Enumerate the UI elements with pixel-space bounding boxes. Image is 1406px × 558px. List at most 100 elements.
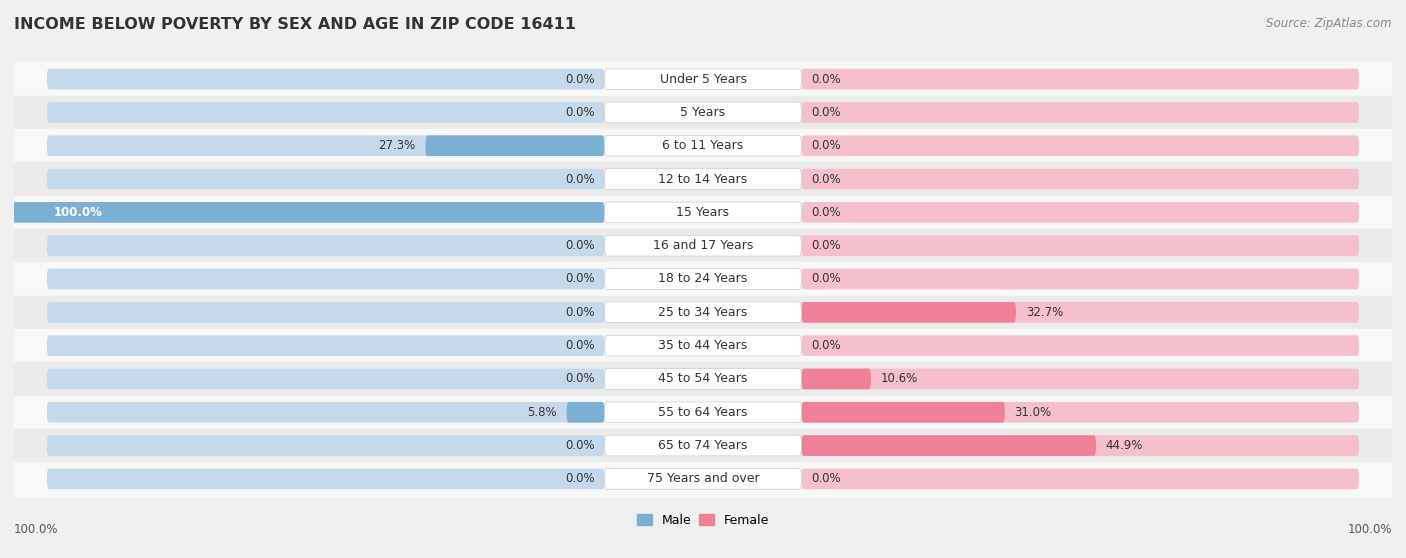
FancyBboxPatch shape xyxy=(605,369,801,389)
Text: 65 to 74 Years: 65 to 74 Years xyxy=(658,439,748,452)
FancyBboxPatch shape xyxy=(801,335,1360,356)
Text: 0.0%: 0.0% xyxy=(565,172,595,186)
Text: 75 Years and over: 75 Years and over xyxy=(647,473,759,485)
Text: 100.0%: 100.0% xyxy=(14,523,59,536)
FancyBboxPatch shape xyxy=(605,335,801,356)
Bar xyxy=(14,196,1392,229)
FancyBboxPatch shape xyxy=(46,402,605,422)
Bar xyxy=(14,96,1392,129)
Bar xyxy=(14,229,1392,262)
Text: 0.0%: 0.0% xyxy=(811,206,841,219)
FancyBboxPatch shape xyxy=(46,136,605,156)
Bar xyxy=(14,129,1392,162)
Bar xyxy=(14,62,1392,96)
Text: 31.0%: 31.0% xyxy=(1015,406,1052,418)
Text: 0.0%: 0.0% xyxy=(565,73,595,85)
FancyBboxPatch shape xyxy=(605,235,801,256)
Text: 0.0%: 0.0% xyxy=(811,172,841,186)
Text: Source: ZipAtlas.com: Source: ZipAtlas.com xyxy=(1267,17,1392,30)
Text: 0.0%: 0.0% xyxy=(565,372,595,386)
Text: 0.0%: 0.0% xyxy=(811,272,841,286)
FancyBboxPatch shape xyxy=(46,369,605,389)
Text: 0.0%: 0.0% xyxy=(811,73,841,85)
Text: 44.9%: 44.9% xyxy=(1107,439,1143,452)
FancyBboxPatch shape xyxy=(801,268,1360,290)
Bar xyxy=(14,296,1392,329)
FancyBboxPatch shape xyxy=(801,235,1360,256)
FancyBboxPatch shape xyxy=(605,268,801,290)
FancyBboxPatch shape xyxy=(567,402,605,422)
Bar xyxy=(14,362,1392,396)
Text: 5.8%: 5.8% xyxy=(527,406,557,418)
FancyBboxPatch shape xyxy=(801,302,1017,323)
FancyBboxPatch shape xyxy=(801,369,1360,389)
Text: 0.0%: 0.0% xyxy=(811,140,841,152)
FancyBboxPatch shape xyxy=(46,69,605,89)
Text: 27.3%: 27.3% xyxy=(378,140,416,152)
Text: 55 to 64 Years: 55 to 64 Years xyxy=(658,406,748,418)
Text: 100.0%: 100.0% xyxy=(53,206,103,219)
Text: 100.0%: 100.0% xyxy=(1347,523,1392,536)
Text: 32.7%: 32.7% xyxy=(1026,306,1063,319)
FancyBboxPatch shape xyxy=(46,102,605,123)
FancyBboxPatch shape xyxy=(605,469,801,489)
Bar xyxy=(14,396,1392,429)
FancyBboxPatch shape xyxy=(0,202,605,223)
FancyBboxPatch shape xyxy=(801,369,870,389)
FancyBboxPatch shape xyxy=(801,469,1360,489)
FancyBboxPatch shape xyxy=(605,302,801,323)
FancyBboxPatch shape xyxy=(801,136,1360,156)
FancyBboxPatch shape xyxy=(426,136,605,156)
Text: 12 to 14 Years: 12 to 14 Years xyxy=(658,172,748,186)
Text: 0.0%: 0.0% xyxy=(565,473,595,485)
FancyBboxPatch shape xyxy=(605,202,801,223)
FancyBboxPatch shape xyxy=(46,335,605,356)
Text: 0.0%: 0.0% xyxy=(811,106,841,119)
Bar xyxy=(14,329,1392,362)
FancyBboxPatch shape xyxy=(46,268,605,290)
Text: 0.0%: 0.0% xyxy=(565,339,595,352)
Text: 0.0%: 0.0% xyxy=(811,239,841,252)
FancyBboxPatch shape xyxy=(801,69,1360,89)
FancyBboxPatch shape xyxy=(605,435,801,456)
Text: 16 and 17 Years: 16 and 17 Years xyxy=(652,239,754,252)
FancyBboxPatch shape xyxy=(801,302,1360,323)
Text: 0.0%: 0.0% xyxy=(811,473,841,485)
FancyBboxPatch shape xyxy=(46,202,605,223)
Bar xyxy=(14,429,1392,462)
Text: 0.0%: 0.0% xyxy=(565,106,595,119)
Text: 5 Years: 5 Years xyxy=(681,106,725,119)
Text: 0.0%: 0.0% xyxy=(811,339,841,352)
FancyBboxPatch shape xyxy=(46,435,605,456)
FancyBboxPatch shape xyxy=(46,169,605,189)
FancyBboxPatch shape xyxy=(801,435,1097,456)
Text: 10.6%: 10.6% xyxy=(880,372,918,386)
Text: 35 to 44 Years: 35 to 44 Years xyxy=(658,339,748,352)
Text: 0.0%: 0.0% xyxy=(565,439,595,452)
Text: 45 to 54 Years: 45 to 54 Years xyxy=(658,372,748,386)
Text: 0.0%: 0.0% xyxy=(565,272,595,286)
Text: Under 5 Years: Under 5 Years xyxy=(659,73,747,85)
FancyBboxPatch shape xyxy=(46,235,605,256)
Legend: Male, Female: Male, Female xyxy=(631,509,775,532)
FancyBboxPatch shape xyxy=(801,202,1360,223)
FancyBboxPatch shape xyxy=(801,402,1360,422)
Bar xyxy=(14,262,1392,296)
FancyBboxPatch shape xyxy=(46,302,605,323)
FancyBboxPatch shape xyxy=(605,102,801,123)
FancyBboxPatch shape xyxy=(605,136,801,156)
Text: 18 to 24 Years: 18 to 24 Years xyxy=(658,272,748,286)
FancyBboxPatch shape xyxy=(46,469,605,489)
FancyBboxPatch shape xyxy=(605,169,801,189)
Bar xyxy=(14,462,1392,496)
Text: 0.0%: 0.0% xyxy=(565,306,595,319)
Text: 15 Years: 15 Years xyxy=(676,206,730,219)
FancyBboxPatch shape xyxy=(801,169,1360,189)
Text: 0.0%: 0.0% xyxy=(565,239,595,252)
Text: INCOME BELOW POVERTY BY SEX AND AGE IN ZIP CODE 16411: INCOME BELOW POVERTY BY SEX AND AGE IN Z… xyxy=(14,17,576,32)
FancyBboxPatch shape xyxy=(801,102,1360,123)
Text: 6 to 11 Years: 6 to 11 Years xyxy=(662,140,744,152)
FancyBboxPatch shape xyxy=(801,402,1005,422)
FancyBboxPatch shape xyxy=(801,435,1360,456)
Bar xyxy=(14,162,1392,196)
